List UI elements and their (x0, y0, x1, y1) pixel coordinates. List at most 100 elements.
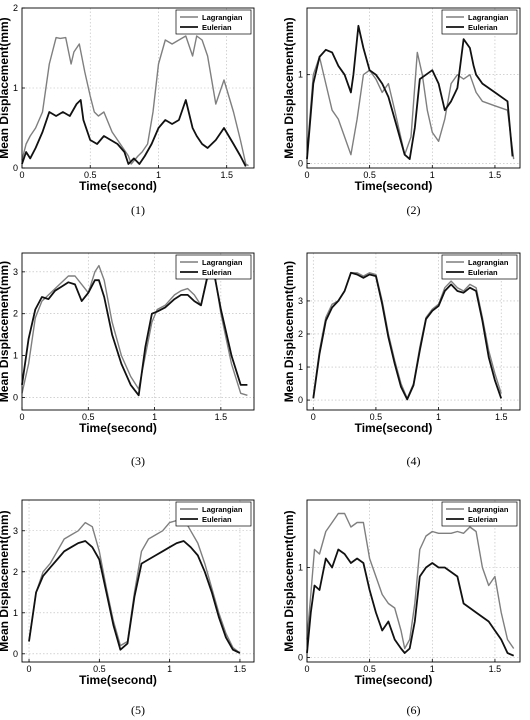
x-tick-label: 0.5 (363, 170, 376, 180)
legend-box (175, 9, 252, 35)
chart-panel-1: 0 0.5 1 1.5 0 1 2 Time(second) Mean Displacement… (0, 3, 255, 217)
plot-frame (21, 252, 255, 411)
series-line-lagrangian (21, 264, 248, 396)
y-tick-label: 2 (13, 567, 18, 577)
chart-panel-4: 0 0.5 1 1.5 0 1 2 3 Time(second) Mean Displacemen… (282, 252, 521, 468)
plot-frame (306, 252, 521, 411)
chart-panel-5: 0 0.5 1 1.5 0 1 2 3 Time(second) Mean Displacemen… (0, 499, 255, 717)
y-tick-label: 1 (298, 70, 303, 80)
x-tick-label: 1 (436, 412, 441, 422)
y-tick-label: 0 (13, 163, 18, 173)
legend-box (441, 254, 518, 280)
x-tick-label: 1.5 (489, 170, 502, 180)
series-line-lagrangian (312, 272, 502, 400)
y-tick-label: 0 (298, 395, 303, 405)
y-tick-label: 0 (13, 392, 18, 402)
panel-caption: (1) (131, 203, 145, 217)
legend-label-eulerian: Eulerian (468, 515, 498, 524)
y-axis-label: Mean Displacement(mm) (0, 17, 11, 158)
x-axis-label: Time(second) (355, 673, 433, 687)
chart-panel-3: 0 0.5 1 1.5 0 1 2 3 Time(second) Mean Displacemen… (0, 252, 255, 468)
plot-frame (306, 499, 521, 663)
legend-label-eulerian: Eulerian (202, 515, 232, 524)
y-axis-label: Mean Displacement(mm) (282, 510, 296, 651)
x-tick-label: 0.5 (363, 664, 376, 674)
x-tick-label: 0 (304, 170, 309, 180)
x-tick-label: 0.5 (93, 664, 106, 674)
plot-frame (306, 7, 521, 169)
y-axis-label: Mean Displacement(mm) (0, 261, 11, 402)
panel-caption: (6) (407, 703, 421, 717)
legend-label-lagrangian: Lagrangian (202, 13, 243, 22)
panel-caption: (2) (407, 203, 421, 217)
y-tick-label: 1 (298, 563, 303, 573)
legend-label-eulerian: Eulerian (468, 268, 498, 277)
legend-box (175, 254, 252, 280)
x-tick-label: 0.5 (84, 170, 97, 180)
x-tick-label: 1 (167, 664, 172, 674)
legend-box (441, 9, 518, 35)
series-line-eulerian (306, 548, 515, 657)
legend-label-lagrangian: Lagrangian (468, 258, 509, 267)
x-tick-label: 0 (19, 170, 24, 180)
x-tick-label: 1.5 (495, 412, 508, 422)
legend-box (175, 501, 252, 527)
x-axis-label: Time(second) (79, 421, 157, 435)
x-tick-label: 1.5 (489, 664, 502, 674)
series-line-lagrangian (21, 35, 249, 167)
series-line-lagrangian (306, 51, 515, 160)
series-line-eulerian (21, 272, 248, 397)
series-line-eulerian (312, 271, 503, 401)
legend-label-eulerian: Eulerian (468, 23, 498, 32)
y-tick-label: 1 (13, 83, 18, 93)
x-tick-label: 0.5 (370, 412, 383, 422)
y-tick-label: 3 (13, 267, 18, 277)
y-tick-label: 1 (13, 608, 18, 618)
x-tick-label: 1.5 (220, 170, 233, 180)
x-axis-label: Time(second) (355, 421, 433, 435)
legend-box (441, 501, 518, 527)
y-tick-label: 1 (13, 351, 18, 361)
legend-label-eulerian: Eulerian (202, 268, 232, 277)
panel-caption: (4) (407, 454, 421, 468)
legend-label-eulerian: Eulerian (202, 23, 232, 32)
legend-label-lagrangian: Lagrangian (202, 505, 243, 514)
legend-label-lagrangian: Lagrangian (468, 13, 509, 22)
series-line-lagrangian (28, 517, 241, 654)
y-tick-label: 1 (298, 362, 303, 372)
legend-label-lagrangian: Lagrangian (202, 258, 243, 267)
plot-frame (21, 499, 255, 663)
x-axis-label: Time(second) (355, 179, 433, 193)
y-tick-label: 2 (13, 309, 18, 319)
y-tick-label: 3 (13, 526, 18, 536)
x-tick-label: 1.5 (215, 412, 228, 422)
y-tick-label: 2 (298, 329, 303, 339)
panel-caption: (5) (131, 703, 145, 717)
panel-caption: (3) (131, 454, 145, 468)
x-tick-label: 0 (27, 664, 32, 674)
x-axis-label: Time(second) (79, 179, 157, 193)
legend-label-lagrangian: Lagrangian (468, 505, 509, 514)
x-tick-label: 1 (156, 170, 161, 180)
series-line-eulerian (28, 540, 241, 654)
x-tick-label: 0 (19, 412, 24, 422)
y-tick-label: 0 (298, 159, 303, 169)
series-line-eulerian (21, 99, 247, 167)
y-tick-label: 2 (13, 3, 18, 13)
y-tick-label: 3 (298, 296, 303, 306)
y-axis-label: Mean Displacement(mm) (0, 510, 11, 651)
y-tick-label: 0 (13, 649, 18, 659)
x-tick-label: 1.5 (234, 664, 247, 674)
y-tick-label: 0 (298, 653, 303, 663)
x-tick-label: 1 (430, 170, 435, 180)
y-axis-label: Mean Displacement(mm) (282, 261, 296, 402)
